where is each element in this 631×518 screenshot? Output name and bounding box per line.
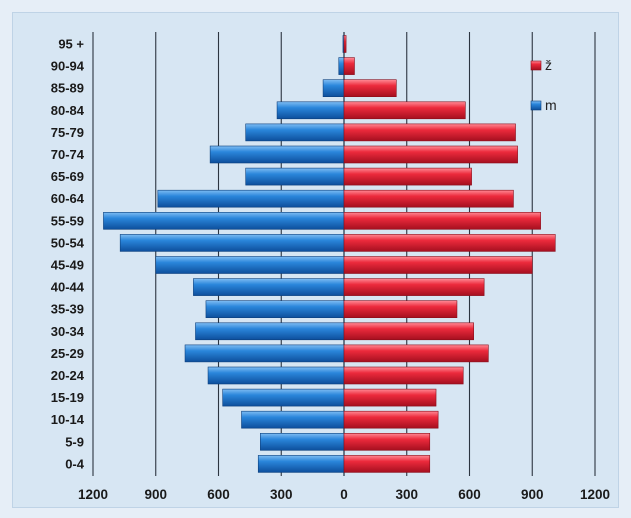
bar-male-30-34 — [195, 322, 345, 341]
age-group-label: 0-4 — [65, 456, 85, 471]
age-group-label: 50-54 — [51, 235, 85, 250]
bar-male-55-59 — [103, 212, 345, 230]
bar-male-50-54 — [119, 234, 345, 252]
age-group-label: 10-14 — [51, 412, 85, 427]
bar-male-45-49 — [155, 256, 345, 274]
age-group-label: 70-74 — [51, 147, 85, 162]
x-tick-label: 300 — [270, 487, 293, 502]
bar-female-30-34 — [343, 322, 474, 341]
bar-female-80-84 — [343, 101, 466, 120]
bar-female-50-54 — [343, 234, 556, 252]
x-tick-label: 300 — [395, 487, 418, 502]
age-group-label: 85-89 — [51, 81, 84, 96]
bar-male-5-9 — [260, 432, 345, 451]
age-group-label: 90-94 — [51, 59, 85, 74]
bar-female-35-39 — [343, 300, 458, 319]
bar-female-25-29 — [343, 344, 489, 363]
bar-male-75-79 — [245, 123, 345, 142]
bar-male-40-44 — [193, 278, 345, 296]
age-group-label: 60-64 — [51, 191, 85, 206]
grid-lines — [92, 32, 596, 476]
bar-male-20-24 — [207, 366, 345, 385]
age-group-label: 80-84 — [51, 103, 85, 118]
bar-male-70-74 — [209, 145, 345, 164]
bar-male-65-69 — [245, 167, 345, 186]
age-group-label: 75-79 — [51, 125, 84, 140]
x-tick-label: 1200 — [78, 487, 108, 502]
legend: žm — [530, 57, 557, 113]
age-group-label: 95 + — [58, 37, 84, 52]
bar-female-85-89 — [343, 79, 397, 97]
bar-female-95 — [343, 35, 347, 53]
age-group-label: 20-24 — [51, 368, 85, 383]
bar-male-85-89 — [322, 79, 345, 97]
bars — [103, 35, 556, 473]
age-group-label: 35-39 — [51, 302, 84, 317]
x-tick-label: 900 — [144, 487, 167, 502]
bar-female-75-79 — [343, 123, 516, 142]
bar-male-25-29 — [184, 344, 345, 363]
age-group-label: 40-44 — [51, 280, 85, 295]
bar-female-10-14 — [343, 410, 439, 429]
bar-male-0-4 — [257, 455, 345, 473]
age-group-label: 15-19 — [51, 390, 84, 405]
bar-female-65-69 — [343, 167, 472, 186]
bar-male-35-39 — [205, 300, 345, 319]
bar-female-60-64 — [343, 189, 514, 208]
age-group-label: 25-29 — [51, 346, 84, 361]
bar-male-15-19 — [222, 388, 345, 407]
bar-female-0-4 — [343, 455, 431, 473]
bar-female-55-59 — [343, 212, 541, 230]
bar-male-60-64 — [157, 189, 345, 208]
bar-female-90-94 — [343, 57, 355, 75]
age-group-label: 55-59 — [51, 213, 84, 228]
bar-female-5-9 — [343, 432, 431, 451]
x-tick-label: 600 — [207, 487, 230, 502]
x-tick-label: 1200 — [580, 487, 610, 502]
bar-female-40-44 — [343, 278, 485, 296]
x-tick-label: 900 — [521, 487, 544, 502]
legend-label: ž — [545, 57, 552, 73]
bar-male-80-84 — [276, 101, 345, 120]
age-group-label: 30-34 — [51, 324, 85, 339]
x-tick-label: 600 — [458, 487, 481, 502]
bar-male-90-94 — [338, 57, 345, 75]
age-group-label: 45-49 — [51, 258, 84, 273]
x-axis-tick-labels: 1200 900 600 300 0 300 600 900 1200 — [78, 487, 610, 502]
legend-label: m — [545, 97, 557, 113]
x-tick-label: 0 — [340, 487, 348, 502]
age-group-label: 5-9 — [65, 434, 84, 449]
age-group-label: 65-69 — [51, 169, 84, 184]
bar-female-70-74 — [343, 145, 518, 164]
legend-swatch — [530, 60, 542, 71]
bar-female-15-19 — [343, 388, 437, 407]
age-group-labels: 0-4 5-9 10-14 15-19 20-24 25-29 30-34 35-39 40-4… — [51, 37, 85, 472]
bar-female-20-24 — [343, 366, 464, 385]
legend-swatch — [530, 100, 542, 111]
bar-female-45-49 — [343, 256, 533, 274]
bar-male-10-14 — [241, 410, 345, 429]
